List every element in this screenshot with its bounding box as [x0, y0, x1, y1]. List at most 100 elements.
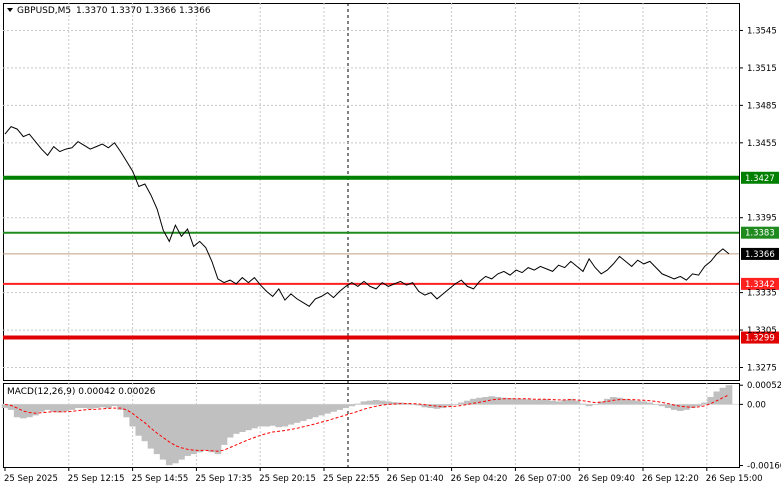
x-tick-label: 25 Sep 2025 [4, 474, 58, 484]
macd-bar [275, 404, 283, 428]
macd-bar [384, 401, 392, 405]
macd-bar [713, 391, 721, 405]
macd-bar [652, 404, 660, 405]
price-levels: 1.3427 1.3383 1.3342 1.3299 1.3366 [3, 171, 779, 344]
macd-bar [500, 397, 508, 405]
price-panel-frame [3, 3, 740, 381]
y-tick-label: 1.3395 [747, 214, 777, 224]
x-tick-label: 25 Sep 14:55 [132, 474, 189, 484]
macd-bar [32, 404, 39, 416]
level-tag-support [741, 277, 779, 290]
macd-bar [537, 399, 544, 405]
level-tag-label: 1.3342 [745, 280, 775, 290]
macd-bar [172, 404, 179, 464]
macd-bar [178, 404, 185, 460]
macd-bar [512, 398, 520, 405]
x-tick-label: 25 Sep 17:35 [195, 474, 252, 484]
macd-bar [245, 404, 252, 431]
axes: 25 Sep 2025 25 Sep 12:15 25 Sep 14:55 25 Se… [4, 26, 781, 484]
price-grid [3, 3, 739, 467]
macd-bar [689, 404, 696, 409]
macd-bar [330, 404, 337, 412]
current-price-tag [741, 247, 779, 260]
x-tick-label: 25 Sep 20:15 [259, 474, 316, 484]
x-tick-label: 26 Sep 15:00 [706, 474, 763, 484]
macd-bar [524, 399, 532, 405]
macd-bar [707, 397, 715, 405]
macd-bar [311, 404, 319, 418]
y-tick-label: 1.3515 [747, 64, 777, 74]
macd-bar [658, 404, 666, 407]
macd-bar [683, 404, 690, 410]
y-tick-label: 1.3545 [747, 26, 777, 36]
macd-bar [68, 404, 76, 410]
macd-bar [530, 399, 538, 405]
macd-bar [19, 404, 27, 419]
macd-bar [74, 404, 82, 409]
macd-bar [153, 404, 161, 455]
level-tag-label: 1.3383 [745, 229, 775, 239]
macd-panel-frame [3, 383, 740, 468]
macd-bar [147, 404, 155, 449]
triangle-down-icon[interactable] [7, 8, 13, 12]
macd-bar [318, 404, 325, 416]
level-tag-support [741, 331, 779, 344]
macd-bar [336, 404, 343, 410]
macd-bar [80, 404, 88, 409]
macd-bar [391, 402, 398, 405]
macd-bar [202, 404, 210, 451]
macd-bar [135, 404, 143, 436]
macd-bar [99, 404, 106, 408]
macd-y-tick-label: -0.00166 [747, 462, 781, 472]
macd-bar [719, 387, 727, 405]
macd-bar [670, 404, 678, 410]
macd-bar [293, 404, 301, 423]
symbol-label: GBPUSD,M5 [17, 6, 71, 16]
x-tick-label: 25 Sep 22:55 [323, 474, 380, 484]
macd-series [1, 385, 739, 466]
macd-bar [439, 404, 447, 409]
macd-bar [305, 404, 313, 420]
x-tick-label: 26 Sep 04:20 [451, 474, 508, 484]
y-tick-label: 1.3455 [747, 139, 777, 149]
macd-bar [111, 404, 118, 407]
macd-bar [251, 404, 258, 429]
x-tick-label: 26 Sep 09:40 [578, 474, 635, 484]
level-tag-resistance [741, 171, 779, 184]
price-line [4, 125, 730, 307]
macd-bar [92, 404, 100, 409]
macd-bar [603, 398, 611, 405]
ohlc-values: 1.3370 1.3370 1.3366 1.3366 [76, 6, 211, 16]
y-tick-label: 1.3305 [747, 326, 777, 336]
macd-bar [597, 401, 605, 405]
macd-bar [105, 404, 112, 409]
macd-bar [25, 404, 33, 418]
macd-bar [409, 404, 416, 405]
macd-bar [701, 402, 709, 405]
macd-bar [86, 404, 94, 409]
x-tick-label: 26 Sep 12:20 [642, 474, 699, 484]
macd-bar [640, 401, 648, 405]
macd-bar [165, 404, 173, 466]
macd-bar [196, 404, 204, 453]
macd-bar [360, 401, 368, 405]
macd-bar [676, 404, 684, 411]
macd-bar [464, 400, 471, 405]
macd-bar [378, 400, 386, 405]
x-tick-label: 26 Sep 01:40 [387, 474, 444, 484]
macd-bar [488, 396, 496, 405]
macd-bar [591, 404, 599, 405]
current-price-tag-label: 1.3366 [745, 250, 775, 260]
macd-bar [573, 400, 581, 405]
macd-bar [628, 399, 635, 405]
macd-bar [208, 404, 216, 453]
macd-bar [269, 404, 277, 426]
macd-bar [123, 404, 131, 418]
macd-bar [585, 404, 593, 407]
macd-bar [257, 404, 264, 427]
macd-bar [695, 404, 702, 407]
macd-bar [38, 404, 45, 412]
x-tick-label: 25 Sep 12:15 [68, 474, 125, 484]
